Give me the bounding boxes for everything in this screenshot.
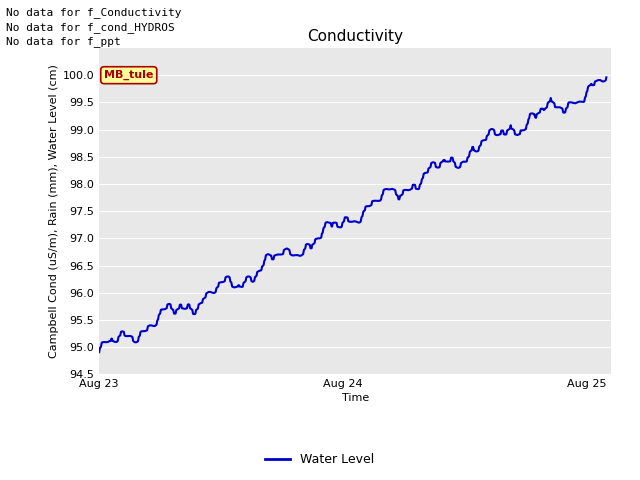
- Text: No data for f_cond_HYDROS: No data for f_cond_HYDROS: [6, 22, 175, 33]
- Legend: Water Level: Water Level: [260, 448, 380, 471]
- Text: No data for f_ppt: No data for f_ppt: [6, 36, 121, 47]
- X-axis label: Time: Time: [342, 394, 369, 403]
- Text: No data for f_Conductivity: No data for f_Conductivity: [6, 7, 182, 18]
- Title: Conductivity: Conductivity: [307, 29, 403, 44]
- Text: MB_tule: MB_tule: [104, 70, 154, 80]
- Y-axis label: Campbell Cond (uS/m), Rain (mm), Water Level (cm): Campbell Cond (uS/m), Rain (mm), Water L…: [49, 64, 58, 358]
